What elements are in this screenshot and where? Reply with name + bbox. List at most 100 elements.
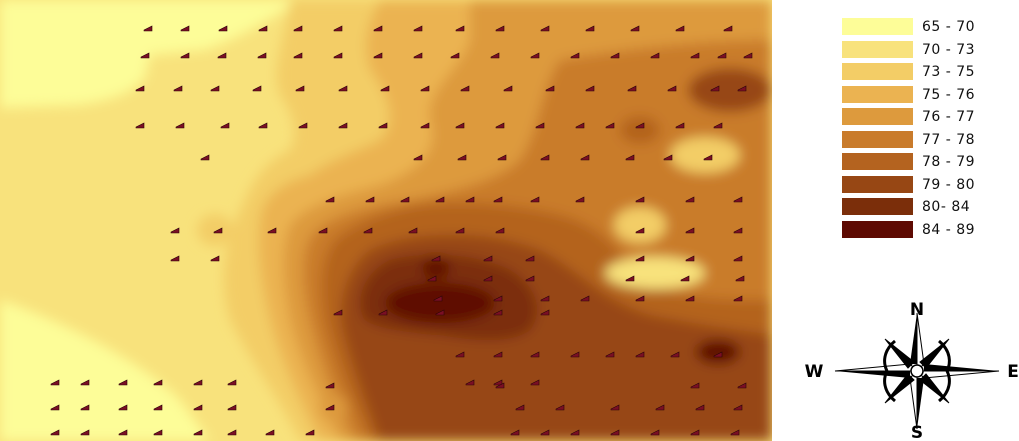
legend-swatch [842,175,913,193]
sample-point-marker [153,379,163,386]
sample-point-marker [493,196,503,203]
sample-point-marker [635,255,645,262]
sample-point-marker [333,25,343,32]
legend-swatch [842,40,913,58]
sample-point-marker [690,429,700,436]
sample-point-marker [723,25,733,32]
sample-point-marker [663,154,673,161]
sample-point-marker [118,379,128,386]
sample-point-marker [570,351,580,358]
sample-point-marker [143,25,153,32]
sample-point-marker [737,382,747,389]
compass-rose-icon: N S W E [805,300,1019,441]
sample-point-marker [733,404,743,411]
sample-point-marker [180,25,190,32]
sample-point-marker [180,52,190,59]
sample-point-marker [525,255,535,262]
legend-label: 65 - 70 [922,19,976,35]
sample-point-marker [717,52,727,59]
sample-point-marker [431,255,441,262]
sample-point-marker [325,196,335,203]
sample-point-marker [175,122,185,129]
sample-point-marker [333,309,343,316]
sample-point-marker [435,309,445,316]
sample-point-marker [703,154,713,161]
sample-point-marker [685,295,695,302]
legend-item: 73 - 75 [842,61,1012,84]
sample-point-marker [743,52,753,59]
sample-point-marker [50,429,60,436]
legend-swatch [842,85,913,103]
sample-point-marker [193,404,203,411]
legend-item: 84 - 89 [842,219,1012,242]
legend-swatch [842,220,913,238]
sample-point-marker [338,122,348,129]
sample-point-marker [380,85,390,92]
legend-item: 79 - 80 [842,174,1012,197]
legend-swatch [842,18,913,35]
sample-point-marker [497,154,507,161]
sample-point-marker [610,404,620,411]
sample-point-marker [173,85,183,92]
sample-point-marker [218,25,228,32]
sample-point-marker [258,25,268,32]
sample-point-marker [730,429,740,436]
sample-point-marker [457,154,467,161]
sample-point-marker [493,309,503,316]
sample-point-marker [483,255,493,262]
sample-point-marker [305,429,315,436]
sample-point-marker [670,351,680,358]
sample-point-marker [580,295,590,302]
sample-point-marker [540,25,550,32]
sample-point-marker [293,25,303,32]
sample-point-marker [540,154,550,161]
compass-east-label: E [1007,362,1019,382]
sample-point-marker [540,309,550,316]
sample-point-marker [227,379,237,386]
sample-point-marker [695,404,705,411]
sample-point-marker [193,429,203,436]
sample-point-marker [50,404,60,411]
sample-point-marker [635,351,645,358]
sample-point-marker [525,275,535,282]
sample-point-marker [298,122,308,129]
sample-point-marker [483,275,493,282]
sample-point-marker [540,429,550,436]
sample-point-marker [655,404,665,411]
zone-79-80-northeast [688,68,772,112]
sample-point-marker [210,85,220,92]
sample-point-marker [460,85,470,92]
legend-label: 76 - 77 [922,109,976,125]
legend-item: 65 - 70 [842,16,1012,39]
legend-label: 80- 84 [922,199,971,215]
zone-73-75-island-2 [605,257,705,289]
sample-point-marker [413,25,423,32]
sample-point-marker [118,404,128,411]
sample-point-marker [735,275,745,282]
sample-point-marker [365,196,375,203]
legend-label: 84 - 89 [922,221,976,238]
sample-point-marker [408,227,418,234]
sample-point-marker [227,429,237,436]
sample-point-marker [635,122,645,129]
sample-point-marker [373,25,383,32]
legend-item: 75 - 76 [842,84,1012,107]
zone-65-70-southwest [0,300,210,441]
sample-point-marker [170,255,180,262]
sample-point-marker [378,122,388,129]
sample-point-marker [610,429,620,436]
zone-78-79-northeast [620,116,660,144]
legend-item: 76 - 77 [842,106,1012,129]
sample-point-marker [153,404,163,411]
legend-label: 78 - 79 [922,154,976,170]
sample-point-marker [580,154,590,161]
sample-point-marker [530,52,540,59]
sample-point-marker [135,85,145,92]
sample-point-marker [575,122,585,129]
legend-swatch [842,130,913,148]
sample-point-marker [535,122,545,129]
compass-west-label: W [805,362,824,382]
sample-point-marker [455,351,465,358]
legend-label: 75 - 76 [922,86,976,103]
sample-point-marker [610,52,620,59]
